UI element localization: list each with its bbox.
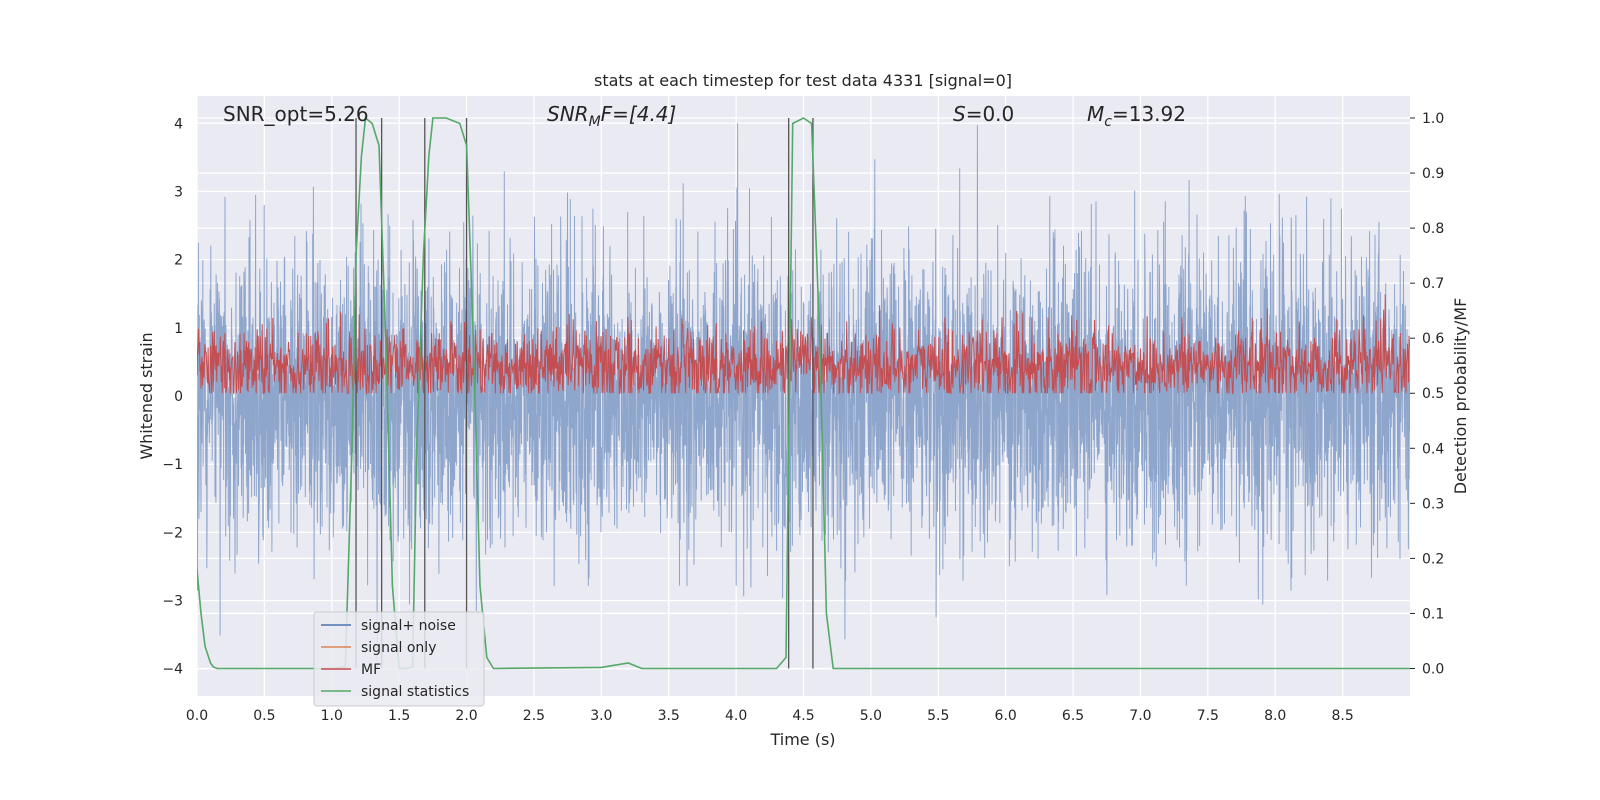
y-axis-left-ticks: −4 −3 −2 −1 0 1 2 3 4 — [162, 116, 183, 677]
y-left-tick-label: 1 — [174, 321, 183, 337]
x-tick-label: 6.0 — [995, 708, 1017, 724]
y-right-tick-label: 0.9 — [1422, 166, 1444, 182]
x-tick-label: 1.0 — [321, 708, 343, 724]
x-tick-label: 1.5 — [388, 708, 410, 724]
annotation-snr-opt: SNR_opt=5.26 — [223, 102, 369, 126]
x-tick-label: 4.0 — [725, 708, 747, 724]
chart-title: stats at each timestep for test data 433… — [594, 71, 1012, 90]
annotation-s: S=0.0 — [953, 102, 1014, 126]
y-left-tick-label: −1 — [162, 457, 183, 473]
y-right-tick-label: 0.8 — [1422, 221, 1444, 237]
x-tick-label: 2.5 — [523, 708, 545, 724]
x-tick-label: 5.5 — [927, 708, 949, 724]
x-tick-label: 8.0 — [1264, 708, 1286, 724]
legend-label-mf: MF — [361, 662, 381, 678]
x-tick-label: 0.5 — [253, 708, 275, 724]
x-tick-label: 5.0 — [860, 708, 882, 724]
x-tick-label: 3.0 — [590, 708, 612, 724]
x-tick-label: 4.5 — [792, 708, 814, 724]
y-right-tick-label: 0.1 — [1422, 606, 1444, 622]
y-left-tick-label: −3 — [162, 594, 183, 610]
y-right-tick-label: 1.0 — [1422, 111, 1444, 127]
y-left-tick-label: 4 — [174, 116, 183, 132]
y-right-tick-label: 0.3 — [1422, 496, 1444, 512]
y-left-tick-label: −4 — [162, 662, 183, 678]
y-left-tick-label: −2 — [162, 525, 183, 541]
legend-box — [313, 611, 485, 707]
y-right-tick-label: 0.6 — [1422, 331, 1444, 347]
x-tick-label: 0.0 — [186, 708, 208, 724]
x-tick-label: 3.5 — [658, 708, 680, 724]
x-tick-label: 7.5 — [1197, 708, 1219, 724]
legend-label-signal-statistics: signal statistics — [361, 684, 469, 700]
legend: signal+ noise signal only MF signal stat… — [313, 611, 485, 707]
annotation-snr-mf: SNRMF=[4.4] — [547, 102, 676, 130]
legend-label-signal-only: signal only — [361, 640, 436, 656]
y-axis-right-ticks: 0.0 0.1 0.2 0.3 0.4 0.5 0.6 0.7 0.8 0.9 1.0 — [1410, 111, 1444, 677]
y-left-tick-label: 0 — [174, 389, 183, 405]
y-right-tick-label: 0.4 — [1422, 441, 1444, 457]
annotation-mc: Mc=13.92 — [1087, 102, 1186, 130]
y-right-tick-label: 0.7 — [1422, 276, 1444, 292]
legend-label-signal-noise: signal+ noise — [361, 618, 456, 634]
x-tick-label: 2.0 — [455, 708, 477, 724]
y-axis-left-label: Whitened strain — [137, 332, 156, 459]
y-right-tick-label: 0.2 — [1422, 551, 1444, 567]
x-axis-ticks: 0.0 0.5 1.0 1.5 2.0 2.5 3.0 3.5 4.0 4.5 5.0 5.5 6.0 6… — [186, 708, 1354, 724]
y-left-tick-label: 2 — [174, 253, 183, 269]
y-right-tick-label: 0.0 — [1422, 661, 1444, 677]
x-tick-label: 8.5 — [1331, 708, 1353, 724]
y-left-tick-label: 3 — [174, 184, 183, 200]
y-right-tick-label: 0.5 — [1422, 386, 1444, 402]
x-axis-label: Time (s) — [769, 730, 835, 749]
x-tick-label: 7.0 — [1129, 708, 1151, 724]
mf-series — [197, 294, 1410, 395]
x-tick-label: 6.5 — [1062, 708, 1084, 724]
y-axis-right-label: Detection probability/MF — [1451, 298, 1470, 495]
